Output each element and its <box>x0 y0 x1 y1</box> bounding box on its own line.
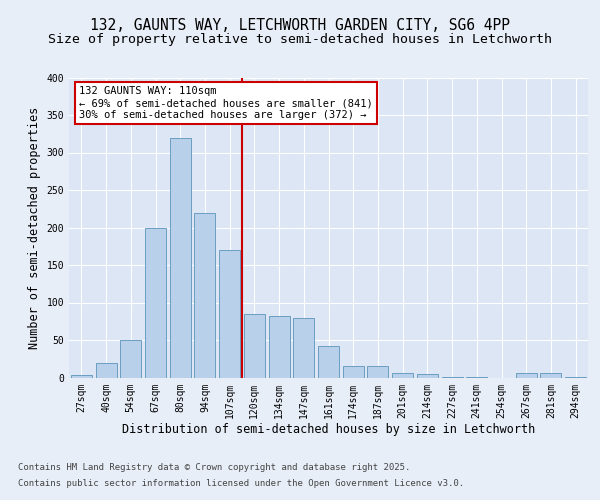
Bar <box>318 346 339 378</box>
Bar <box>244 314 265 378</box>
Bar <box>541 373 562 378</box>
Bar <box>565 377 586 378</box>
Text: Contains HM Land Registry data © Crown copyright and database right 2025.: Contains HM Land Registry data © Crown c… <box>18 464 410 472</box>
Y-axis label: Number of semi-detached properties: Number of semi-detached properties <box>28 106 41 348</box>
Bar <box>417 374 438 378</box>
Bar <box>219 250 240 378</box>
Bar <box>269 316 290 378</box>
Bar <box>466 377 487 378</box>
Bar <box>95 362 116 378</box>
Bar <box>343 366 364 378</box>
Bar <box>120 340 141 378</box>
Bar <box>71 375 92 378</box>
Text: Contains public sector information licensed under the Open Government Licence v3: Contains public sector information licen… <box>18 478 464 488</box>
Bar <box>194 212 215 378</box>
Bar <box>170 138 191 378</box>
X-axis label: Distribution of semi-detached houses by size in Letchworth: Distribution of semi-detached houses by … <box>122 423 535 436</box>
Bar <box>392 373 413 378</box>
Bar <box>293 318 314 378</box>
Text: 132, GAUNTS WAY, LETCHWORTH GARDEN CITY, SG6 4PP: 132, GAUNTS WAY, LETCHWORTH GARDEN CITY,… <box>90 18 510 32</box>
Bar <box>516 373 537 378</box>
Bar <box>145 228 166 378</box>
Bar <box>367 366 388 378</box>
Text: Size of property relative to semi-detached houses in Letchworth: Size of property relative to semi-detach… <box>48 32 552 46</box>
Text: 132 GAUNTS WAY: 110sqm
← 69% of semi-detached houses are smaller (841)
30% of se: 132 GAUNTS WAY: 110sqm ← 69% of semi-det… <box>79 86 373 120</box>
Bar <box>442 377 463 378</box>
